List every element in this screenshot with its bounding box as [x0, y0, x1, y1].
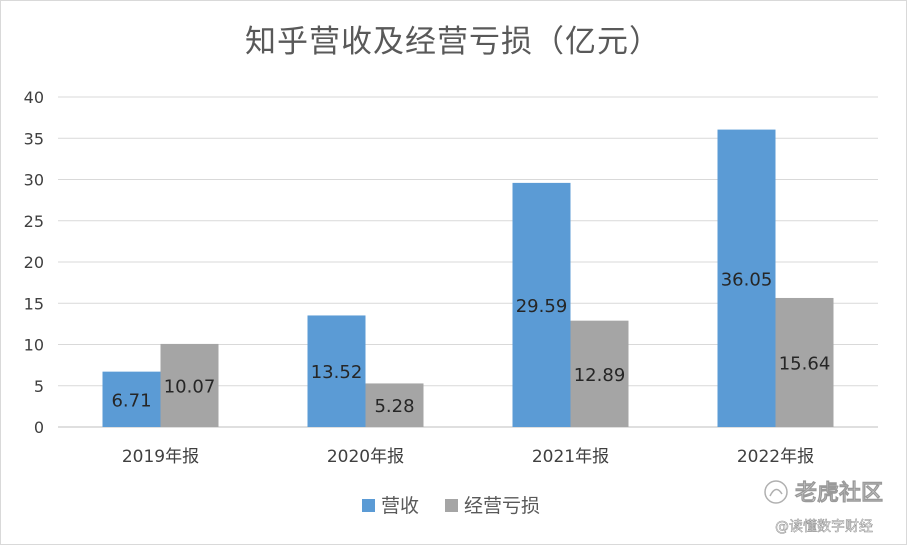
- watermark-author: @读懂数字财经: [775, 518, 873, 535]
- y-tick-label: 10: [24, 336, 44, 355]
- bar-operating-loss: [570, 320, 629, 427]
- x-axis-categories: 2019年报 2020年报 2021年报 2022年报: [122, 447, 814, 467]
- legend-entry: 经营亏损: [464, 495, 540, 517]
- y-tick-label: 30: [24, 171, 44, 190]
- data-label: 36.05: [721, 269, 773, 290]
- y-axis-ticks: 0 5 10 15 20 25 30 35 40: [24, 88, 44, 437]
- bar-revenue: [717, 129, 776, 427]
- y-tick-label: 35: [24, 129, 44, 148]
- chart-title: 知乎营收及经营亏损（亿元）: [245, 24, 661, 60]
- y-tick-label: 5: [34, 377, 44, 396]
- bar-operating-loss: [365, 383, 424, 427]
- data-label: 6.71: [111, 390, 151, 411]
- bar-revenue: [512, 182, 571, 427]
- y-tick-label: 20: [24, 253, 44, 272]
- x-category-label: 2020年报: [327, 447, 404, 467]
- x-category-label: 2019年报: [122, 447, 199, 467]
- y-tick-label: 25: [24, 212, 44, 231]
- legend-swatch: [362, 499, 375, 512]
- y-tick-label: 0: [34, 418, 44, 437]
- y-tick-label: 40: [24, 88, 44, 107]
- data-label: 12.89: [574, 365, 626, 386]
- bar-revenue: [102, 371, 161, 427]
- bar-operating-loss: [160, 343, 219, 427]
- y-tick-label: 15: [24, 294, 44, 313]
- legend-entry: 营收: [381, 495, 419, 517]
- bar-operating-loss: [775, 297, 834, 427]
- x-category-label: 2022年报: [737, 447, 814, 467]
- legend-swatch: [445, 499, 458, 512]
- bars: 6.71 10.07 13.52 5.28 29.59 12.89 36.05 15.64: [102, 129, 834, 427]
- bar-revenue: [307, 315, 366, 427]
- watermark-logo-icon: [764, 480, 788, 504]
- data-label: 5.28: [374, 396, 414, 417]
- watermark: 老虎社区 @读懂数字财经: [764, 480, 883, 535]
- watermark-brand: 老虎社区: [794, 480, 883, 506]
- legend: 营收 经营亏损: [362, 495, 540, 517]
- data-label: 29.59: [516, 296, 568, 317]
- x-category-label: 2021年报: [532, 447, 609, 467]
- data-label: 10.07: [164, 376, 216, 397]
- data-label: 15.64: [779, 353, 831, 374]
- data-label: 13.52: [311, 362, 363, 383]
